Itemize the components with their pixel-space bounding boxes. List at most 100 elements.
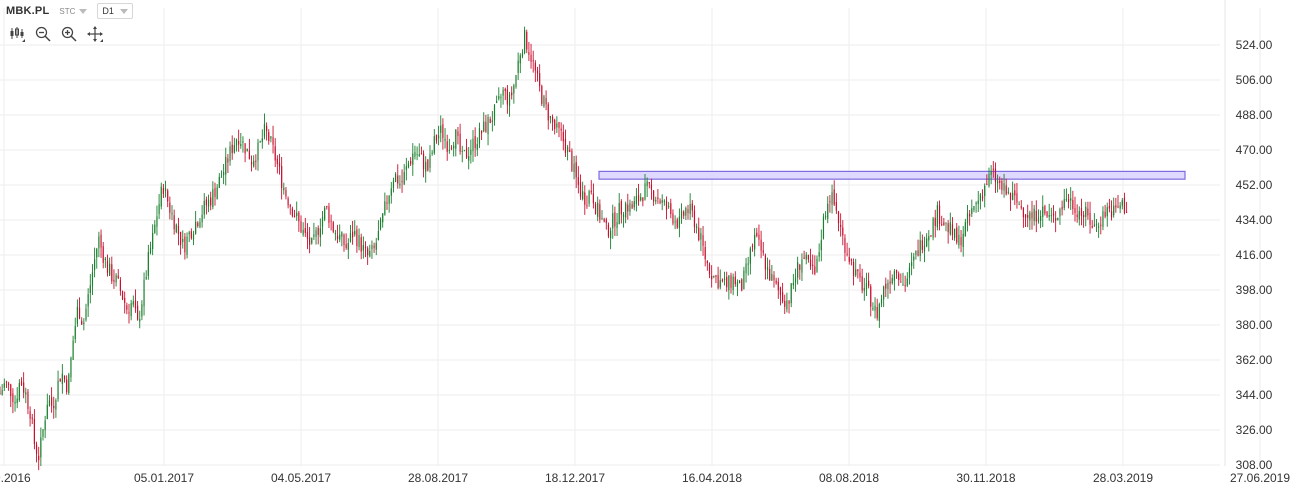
candle	[859, 264, 861, 282]
candle-body	[601, 217, 603, 219]
candle	[637, 183, 640, 206]
candle	[61, 364, 63, 394]
candles-icon[interactable]	[8, 25, 26, 43]
candle	[321, 210, 324, 235]
candle	[106, 254, 109, 277]
candle	[504, 87, 506, 101]
candle-body	[883, 286, 885, 300]
candle	[642, 197, 644, 207]
candle-body	[358, 235, 360, 248]
candle-body	[373, 245, 375, 248]
candle	[1083, 211, 1085, 228]
candle-body	[885, 283, 887, 289]
candle-body	[1020, 206, 1022, 208]
candle-body	[732, 276, 734, 290]
candle	[433, 129, 435, 155]
candle	[149, 241, 152, 255]
candle-body	[334, 233, 336, 235]
candle-body	[930, 235, 932, 237]
candle-body	[734, 276, 736, 285]
candle-body	[167, 190, 169, 202]
candle-body	[569, 149, 571, 152]
candle-body	[962, 233, 964, 247]
candle	[670, 198, 672, 219]
x-tick-label: 18.12.2017	[545, 471, 605, 485]
candle-body	[259, 140, 261, 142]
chart-type-dropdown[interactable]: STC	[55, 7, 91, 16]
candle-body	[954, 228, 956, 238]
candle-body	[100, 234, 102, 248]
candle-body	[115, 275, 117, 283]
candle	[706, 260, 708, 271]
zoom-in-icon[interactable]	[60, 25, 78, 43]
candle-body	[934, 217, 936, 226]
candle	[240, 133, 242, 149]
candle-body	[248, 150, 250, 160]
candle	[293, 209, 296, 218]
candle	[281, 156, 283, 200]
candle	[779, 286, 782, 306]
candle-body	[928, 235, 930, 241]
resistance-zone[interactable]	[598, 170, 1186, 180]
candle-body	[551, 116, 554, 123]
candle-body	[567, 146, 569, 153]
candle	[1003, 173, 1005, 198]
candle	[747, 256, 749, 276]
candle-body	[923, 245, 926, 252]
candle-body	[141, 304, 143, 317]
candle-body	[474, 136, 476, 149]
candle-body	[1091, 226, 1093, 228]
candle-body	[640, 197, 642, 201]
x-tick-label: 08.08.2018	[819, 471, 879, 485]
candle-body	[272, 137, 274, 145]
candle-body	[661, 200, 663, 203]
candle	[676, 217, 678, 229]
zoom-out-icon[interactable]	[34, 25, 52, 43]
candle-body	[76, 306, 78, 324]
timeframe-dropdown[interactable]: D1	[97, 3, 133, 19]
candle-body	[698, 227, 700, 241]
candle-body	[268, 132, 270, 142]
candle	[414, 145, 416, 160]
candle	[788, 299, 790, 314]
candle	[775, 277, 777, 285]
candle-body	[782, 292, 784, 302]
candle-body	[762, 250, 764, 253]
candle	[906, 272, 908, 288]
candle-body	[382, 213, 384, 223]
crosshair-move-icon[interactable]	[86, 25, 104, 43]
candle-body	[377, 231, 379, 241]
candle	[610, 227, 612, 250]
candle-body	[786, 300, 788, 310]
candle	[764, 253, 766, 280]
candle-body	[691, 203, 693, 211]
candle-body	[513, 85, 515, 94]
candle	[444, 128, 446, 149]
candle-body	[764, 255, 766, 270]
candle	[984, 183, 986, 208]
resistance-zone-rect[interactable]	[598, 170, 1186, 180]
candle	[1078, 206, 1080, 226]
candle	[1089, 201, 1091, 234]
candle-body	[347, 243, 349, 250]
candle	[1035, 200, 1037, 233]
candle-body	[726, 276, 728, 288]
candle	[1029, 210, 1031, 231]
candle-body	[457, 131, 459, 137]
candle	[1057, 217, 1059, 221]
candle	[962, 226, 964, 257]
candle-body	[687, 209, 689, 214]
candle-body	[139, 319, 141, 322]
candle	[721, 278, 723, 283]
candle-body	[508, 94, 511, 106]
candle	[590, 180, 592, 195]
candle	[741, 278, 743, 292]
candle-body	[603, 218, 605, 222]
candle	[158, 194, 160, 220]
candle	[315, 227, 317, 245]
candle-body	[1067, 199, 1070, 203]
candle	[410, 157, 412, 166]
candle-body	[195, 221, 197, 234]
candle	[1076, 204, 1078, 223]
